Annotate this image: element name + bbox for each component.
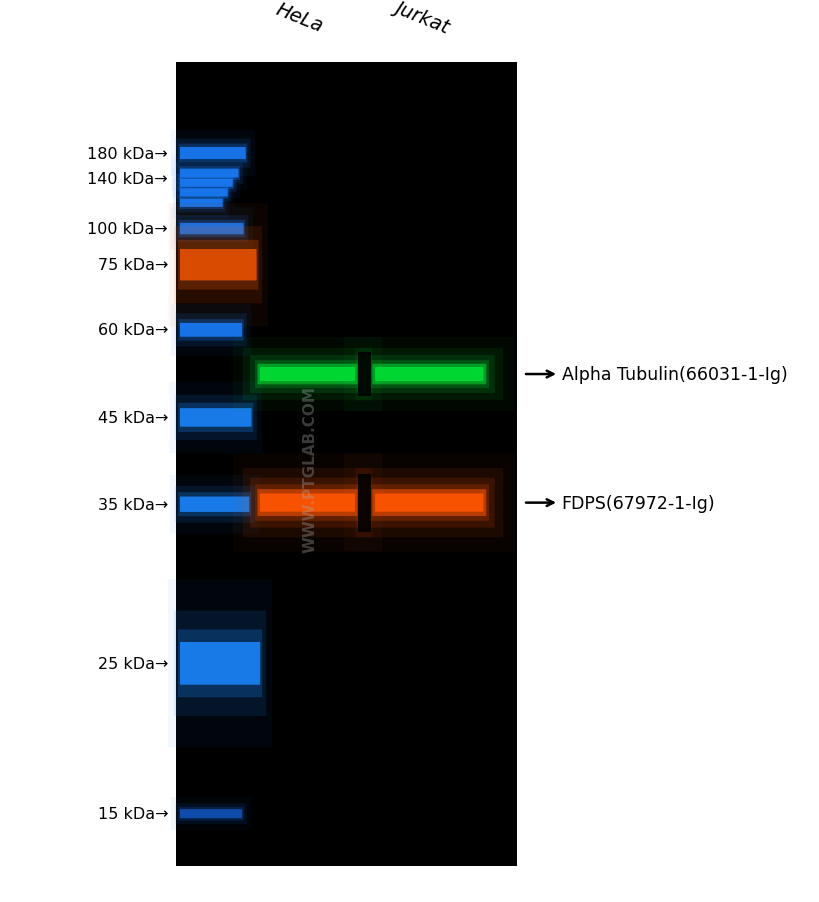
FancyBboxPatch shape (174, 486, 254, 523)
FancyBboxPatch shape (179, 144, 247, 163)
FancyBboxPatch shape (179, 167, 240, 180)
FancyBboxPatch shape (170, 382, 262, 454)
FancyBboxPatch shape (170, 304, 251, 356)
Text: 25 kDa→: 25 kDa→ (97, 656, 168, 671)
FancyBboxPatch shape (169, 204, 268, 327)
FancyBboxPatch shape (175, 163, 242, 184)
FancyBboxPatch shape (250, 355, 364, 393)
FancyBboxPatch shape (179, 178, 233, 189)
FancyBboxPatch shape (174, 189, 229, 218)
Text: HeLa: HeLa (273, 0, 325, 36)
FancyBboxPatch shape (260, 494, 355, 512)
FancyBboxPatch shape (179, 497, 249, 512)
FancyBboxPatch shape (170, 131, 256, 177)
FancyBboxPatch shape (242, 348, 372, 400)
FancyBboxPatch shape (170, 797, 251, 830)
Bar (176, 63, 516, 866)
FancyBboxPatch shape (178, 241, 258, 290)
FancyBboxPatch shape (180, 809, 242, 818)
FancyBboxPatch shape (176, 184, 231, 203)
FancyBboxPatch shape (180, 199, 223, 207)
FancyBboxPatch shape (372, 364, 486, 385)
FancyBboxPatch shape (179, 170, 238, 179)
Bar (358, 353, 371, 396)
FancyBboxPatch shape (173, 179, 234, 208)
FancyBboxPatch shape (170, 208, 253, 251)
FancyBboxPatch shape (250, 478, 364, 528)
Text: FDPS(67972-1-Ig): FDPS(67972-1-Ig) (525, 494, 714, 512)
FancyBboxPatch shape (180, 409, 251, 428)
FancyBboxPatch shape (174, 611, 266, 716)
FancyBboxPatch shape (179, 807, 243, 821)
FancyBboxPatch shape (179, 198, 224, 210)
FancyBboxPatch shape (179, 220, 245, 238)
FancyBboxPatch shape (355, 348, 503, 400)
Text: WWW.PTGLAB.COM: WWW.PTGLAB.COM (302, 386, 317, 552)
FancyBboxPatch shape (177, 194, 225, 213)
FancyBboxPatch shape (178, 492, 251, 517)
FancyBboxPatch shape (178, 630, 262, 697)
FancyBboxPatch shape (369, 484, 488, 521)
FancyBboxPatch shape (174, 395, 256, 440)
FancyBboxPatch shape (257, 364, 357, 385)
FancyBboxPatch shape (179, 642, 260, 685)
FancyBboxPatch shape (168, 580, 272, 748)
FancyBboxPatch shape (255, 484, 360, 521)
FancyBboxPatch shape (372, 490, 486, 517)
Text: 35 kDa→: 35 kDa→ (97, 497, 168, 512)
FancyBboxPatch shape (364, 355, 494, 393)
FancyBboxPatch shape (174, 227, 262, 304)
FancyBboxPatch shape (364, 478, 494, 528)
FancyBboxPatch shape (179, 187, 229, 199)
FancyBboxPatch shape (180, 179, 233, 188)
FancyBboxPatch shape (374, 368, 483, 382)
FancyBboxPatch shape (255, 361, 360, 389)
FancyBboxPatch shape (355, 468, 503, 538)
FancyBboxPatch shape (175, 314, 247, 347)
FancyBboxPatch shape (172, 169, 240, 198)
FancyBboxPatch shape (175, 216, 248, 243)
FancyBboxPatch shape (180, 324, 242, 337)
Text: Jurkat: Jurkat (391, 0, 452, 36)
Text: 180 kDa→: 180 kDa→ (88, 146, 168, 161)
Text: Alpha Tubulin(66031-1-Ig): Alpha Tubulin(66031-1-Ig) (525, 365, 786, 383)
Text: 75 kDa→: 75 kDa→ (97, 258, 168, 273)
FancyBboxPatch shape (179, 319, 243, 341)
FancyBboxPatch shape (179, 250, 256, 281)
FancyBboxPatch shape (175, 804, 247, 824)
Text: 60 kDa→: 60 kDa→ (97, 323, 168, 338)
FancyBboxPatch shape (170, 475, 260, 534)
FancyBboxPatch shape (171, 158, 247, 190)
FancyBboxPatch shape (242, 468, 372, 538)
FancyBboxPatch shape (180, 224, 243, 235)
FancyBboxPatch shape (374, 494, 483, 512)
Text: 15 kDa→: 15 kDa→ (97, 806, 168, 821)
FancyBboxPatch shape (179, 189, 228, 198)
FancyBboxPatch shape (257, 490, 357, 517)
Text: 140 kDa→: 140 kDa→ (88, 172, 168, 187)
Text: 45 kDa→: 45 kDa→ (97, 410, 168, 426)
Bar (358, 474, 371, 532)
FancyBboxPatch shape (178, 403, 253, 433)
FancyBboxPatch shape (179, 148, 246, 160)
Text: 100 kDa→: 100 kDa→ (88, 222, 168, 237)
FancyBboxPatch shape (369, 361, 488, 389)
FancyBboxPatch shape (260, 368, 355, 382)
FancyBboxPatch shape (175, 139, 251, 169)
FancyBboxPatch shape (176, 174, 237, 193)
